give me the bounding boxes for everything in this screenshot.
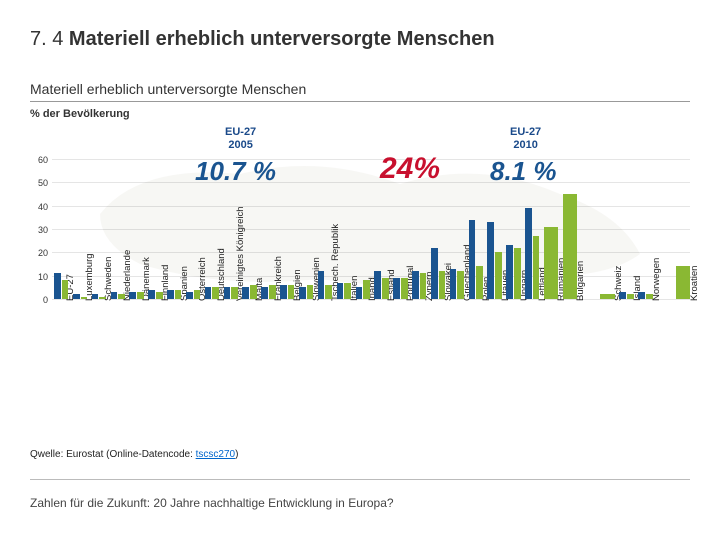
bar-2005 [111, 292, 118, 299]
bar-2005 [167, 290, 174, 299]
bar-2005 [356, 287, 363, 299]
bar-2005 [224, 287, 231, 299]
bar-2010 [269, 285, 276, 299]
bar-2005 [412, 271, 419, 299]
bar-2010 [363, 280, 370, 299]
bar-2005 [280, 285, 287, 299]
big-pct-2005: 10.7 % [195, 156, 276, 187]
bar-2005 [487, 222, 494, 299]
bar-2010 [563, 194, 577, 299]
bar-2005 [393, 278, 400, 299]
bar-2010 [156, 292, 163, 299]
bar-2005 [469, 220, 476, 299]
big-pct-24: 24% [380, 152, 440, 186]
bar-2010 [514, 248, 521, 299]
bar-2010 [646, 294, 653, 299]
bar-2010 [288, 285, 295, 299]
bar-2010 [325, 285, 332, 299]
source-line: Qwelle: Eurostat (Online-Datencode: tscs… [30, 449, 238, 460]
callout-eu27-2005: EU-27 2005 [225, 126, 256, 152]
callouts: EU-27 2005 EU-27 2010 10.7 % 24% 8.1 % [30, 126, 690, 186]
big-pct-2010: 8.1 % [490, 156, 557, 187]
bar-2010 [544, 227, 558, 299]
bar-2005 [54, 273, 61, 299]
bar-2005 [525, 208, 532, 299]
bar-2010 [175, 290, 182, 299]
bar-2005 [506, 245, 513, 299]
bar-2010 [382, 278, 389, 299]
bar-2010 [62, 280, 69, 299]
bar-2010 [81, 297, 88, 299]
bar-2005 [318, 271, 325, 299]
footer-text: Zahlen für die Zukunft: 20 Jahre nachhal… [30, 496, 394, 510]
bar-2010 [627, 294, 634, 299]
chart-container: EU-27 2005 EU-27 2010 10.7 % 24% 8.1 % 0… [30, 124, 690, 434]
bar-2005 [129, 292, 136, 299]
bar-2010 [439, 271, 446, 299]
bar-2005 [299, 287, 306, 299]
chart-subtitle: Materiell erheblich unterversorgte Mensc… [30, 81, 690, 102]
bar-2005 [92, 294, 99, 299]
bar-2005 [186, 292, 193, 299]
bar-2010 [457, 271, 464, 299]
bar-2010 [401, 278, 408, 299]
bar-2010 [676, 266, 690, 299]
bar-2010 [137, 292, 144, 299]
gridline: 0 [52, 299, 690, 300]
bar-2005 [242, 287, 249, 299]
bar-2010 [212, 287, 219, 299]
callout-eu27-2010: EU-27 2010 [510, 126, 541, 152]
bar-2005 [619, 292, 626, 299]
bar-2005 [148, 290, 155, 299]
source-link[interactable]: tscsc270 [196, 449, 235, 460]
bar-2005 [205, 287, 212, 299]
bar-2010 [420, 273, 427, 299]
bar-2010 [533, 236, 540, 299]
bar-2005 [431, 248, 438, 299]
page-title: 7. 4 Materiell erheblich unterversorgte … [30, 28, 690, 51]
bar-2005 [73, 294, 80, 299]
bar-2005 [374, 271, 381, 299]
bar-2010 [231, 287, 238, 299]
bar-2005 [261, 287, 268, 299]
bar-2010 [600, 294, 614, 299]
title-bold: Materiell erheblich unterversorgte Mensc… [69, 28, 495, 50]
bar-2005 [638, 292, 645, 299]
bar-2010 [307, 285, 314, 299]
bar-2005 [337, 283, 344, 299]
y-axis-label: % der Bevölkerung [30, 108, 690, 120]
bar-2010 [99, 297, 106, 299]
bar-2010 [250, 285, 257, 299]
bar-2010 [194, 290, 201, 299]
bar-2010 [344, 283, 351, 299]
bar-2010 [118, 294, 125, 299]
footer-divider [30, 479, 690, 480]
title-number: 7. 4 [30, 28, 63, 50]
bar-2010 [495, 252, 502, 299]
bar-2010 [476, 266, 483, 299]
bar-2005 [450, 269, 457, 299]
